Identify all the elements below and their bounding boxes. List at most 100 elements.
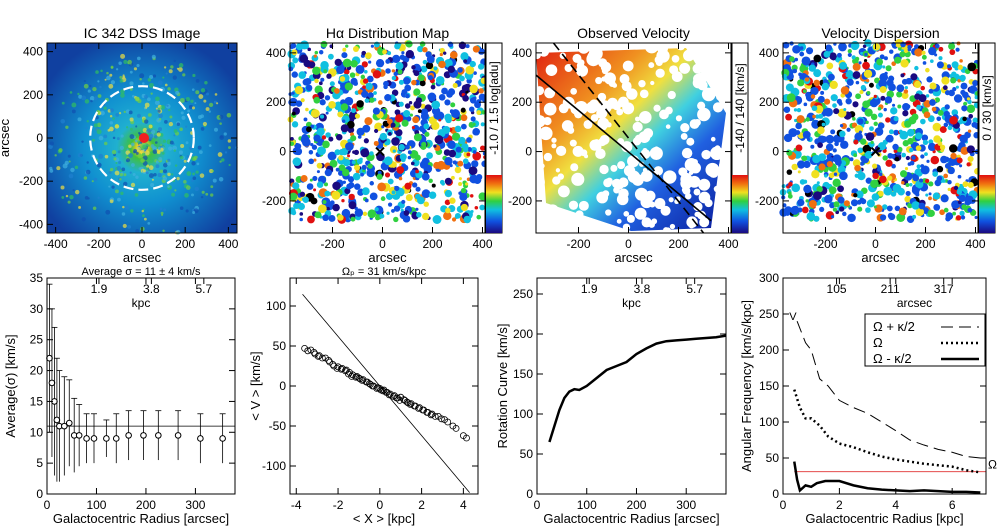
- emission-spot: [802, 89, 807, 93]
- emission-spot: [962, 116, 967, 122]
- velocity-hole: [718, 161, 726, 169]
- emission-spot: [796, 107, 802, 113]
- star-pixel: [114, 124, 120, 129]
- emission-spot: [316, 127, 325, 136]
- emission-spot: [435, 76, 445, 85]
- star-pixel: [61, 101, 65, 105]
- emission-spot: [404, 182, 412, 190]
- star-pixel: [195, 90, 200, 95]
- emission-spot: [427, 75, 433, 81]
- emission-spot: [887, 175, 893, 181]
- emission-spot: [795, 122, 802, 130]
- star-pixel: [60, 118, 66, 124]
- velocity-hole: [577, 41, 591, 54]
- emission-spot: [379, 213, 385, 219]
- x-tick-label: -200: [320, 237, 344, 251]
- x-axis-label: Galactocentric Radius [arcsec]: [543, 511, 719, 526]
- star-pixel: [189, 146, 193, 150]
- star-pixel: [159, 207, 163, 211]
- star-pixel: [164, 83, 168, 87]
- emission-spot: [801, 206, 809, 214]
- emission-spot: [890, 107, 898, 115]
- emission-spot: [352, 45, 359, 52]
- star-pixel: [97, 94, 102, 98]
- emission-spot: [885, 159, 893, 167]
- emission-spot: [402, 77, 411, 85]
- emission-spot: [374, 207, 379, 212]
- emission-spot: [882, 65, 886, 69]
- emission-spot: [862, 44, 867, 49]
- emission-spot: [853, 139, 859, 145]
- emission-spot: [854, 132, 863, 142]
- y-tick-label: 50: [766, 451, 780, 465]
- emission-spot: [355, 64, 365, 74]
- emission-spot: [351, 160, 356, 165]
- x-tick-label: 2: [836, 498, 843, 512]
- emission-spot: [928, 88, 934, 94]
- emission-spot: [927, 115, 935, 123]
- colorbar-label: 0 / 30 [km/s]: [980, 75, 994, 140]
- emission-spot: [828, 186, 837, 195]
- emission-spot: [412, 116, 420, 124]
- emission-spot: [391, 190, 396, 195]
- emission-spot: [949, 116, 958, 125]
- emission-spot: [863, 58, 868, 63]
- star-pixel: [192, 172, 196, 176]
- velocity-hole: [719, 222, 727, 229]
- star-pixel: [161, 152, 165, 155]
- y-axis-label: Average(σ) [km/s]: [3, 334, 18, 437]
- emission-spot: [960, 215, 966, 220]
- emission-spot: [305, 84, 313, 92]
- emission-spot: [311, 144, 318, 150]
- emission-spot: [859, 138, 867, 145]
- emission-spot: [860, 198, 867, 205]
- emission-spot: [398, 101, 404, 107]
- emission-spot: [387, 178, 394, 185]
- emission-spot: [943, 156, 950, 163]
- emission-spot: [457, 67, 463, 73]
- emission-spot: [852, 101, 859, 108]
- emission-spot: [299, 40, 309, 50]
- emission-spot: [472, 151, 482, 161]
- emission-spot: [470, 194, 474, 198]
- velocity-hole: [552, 176, 561, 185]
- emission-spot: [362, 85, 366, 89]
- emission-spot: [909, 182, 913, 187]
- emission-spot: [783, 106, 791, 114]
- x-axis-label: Galactocentric Radius [arcsec]: [53, 511, 229, 526]
- velocity-hole: [551, 143, 557, 149]
- emission-spot: [783, 133, 793, 143]
- emission-spot: [314, 50, 319, 55]
- emission-spot: [313, 158, 317, 162]
- emission-spot: [882, 155, 888, 161]
- emission-spot: [900, 59, 909, 68]
- star-pixel: [169, 115, 173, 119]
- velocity-hole: [589, 139, 601, 151]
- emission-spot: [956, 189, 963, 195]
- emission-spot: [361, 61, 368, 68]
- star-pixel: [186, 155, 190, 159]
- emission-spot: [886, 90, 895, 98]
- emission-spot: [832, 103, 837, 108]
- emission-spot: [291, 210, 297, 216]
- data-point: [444, 418, 452, 426]
- emission-spot: [826, 161, 833, 168]
- emission-spot: [401, 199, 406, 205]
- emission-spot: [387, 51, 392, 56]
- emission-spot: [463, 147, 469, 153]
- emission-spot: [967, 99, 972, 105]
- emission-spot: [921, 134, 929, 141]
- emission-spot: [404, 111, 410, 117]
- emission-spot: [907, 44, 912, 50]
- velocity-hole: [693, 73, 704, 85]
- star-pixel: [105, 209, 111, 215]
- velocity-hole: [621, 141, 633, 153]
- top-tick-label: 1.9: [581, 282, 598, 296]
- emission-spot: [458, 41, 467, 50]
- velocity-hole: [531, 175, 545, 189]
- velocity-hole: [576, 64, 588, 77]
- star-pixel: [142, 214, 145, 218]
- emission-spot: [947, 64, 952, 69]
- velocity-hole: [644, 39, 659, 54]
- x-tick-label: 6: [949, 498, 956, 512]
